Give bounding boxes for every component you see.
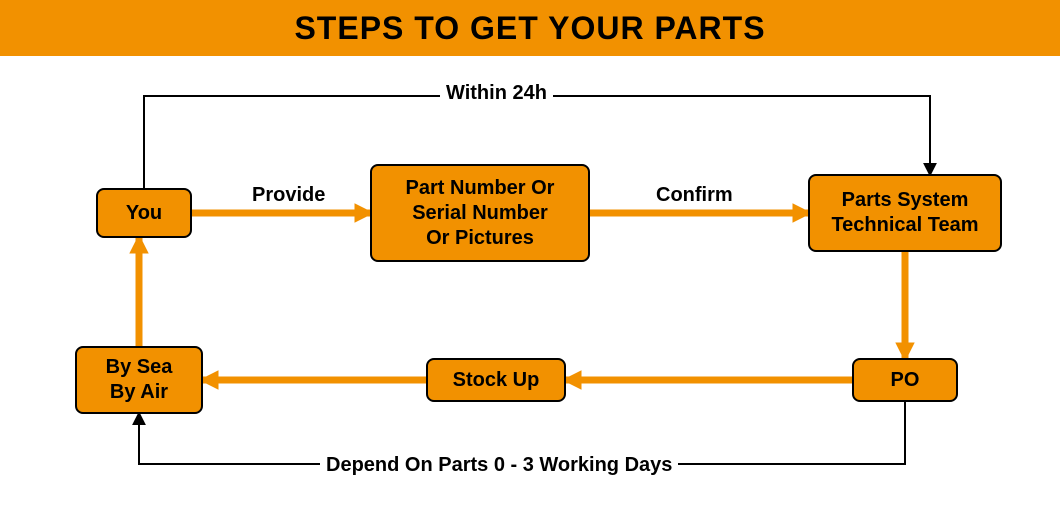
- node-you: You: [96, 188, 192, 238]
- node-technical-team: Parts System Technical Team: [808, 174, 1002, 252]
- node-shipping: By Sea By Air: [75, 346, 203, 414]
- node-technical-team-label: Parts System Technical Team: [831, 188, 978, 238]
- node-part-number: Part Number Or Serial Number Or Pictures: [370, 164, 590, 262]
- node-stock-up-label: Stock Up: [453, 368, 540, 393]
- edge-label-provide: Provide: [246, 184, 331, 207]
- edge-label-confirm: Confirm: [650, 184, 739, 207]
- node-you-label: You: [126, 201, 162, 226]
- flowchart-canvas: You Part Number Or Serial Number Or Pict…: [0, 56, 1060, 511]
- edge-label-depend: Depend On Parts 0 - 3 Working Days: [320, 454, 678, 477]
- node-po-label: PO: [891, 368, 920, 393]
- node-shipping-label: By Sea By Air: [106, 355, 173, 405]
- node-part-number-label: Part Number Or Serial Number Or Pictures: [406, 176, 555, 251]
- node-po: PO: [852, 358, 958, 402]
- title-banner: STEPS TO GET YOUR PARTS: [0, 0, 1060, 56]
- edge-label-within-24h: Within 24h: [440, 82, 553, 105]
- node-stock-up: Stock Up: [426, 358, 566, 402]
- edges-layer: [0, 56, 1060, 511]
- title-text: STEPS TO GET YOUR PARTS: [294, 10, 765, 46]
